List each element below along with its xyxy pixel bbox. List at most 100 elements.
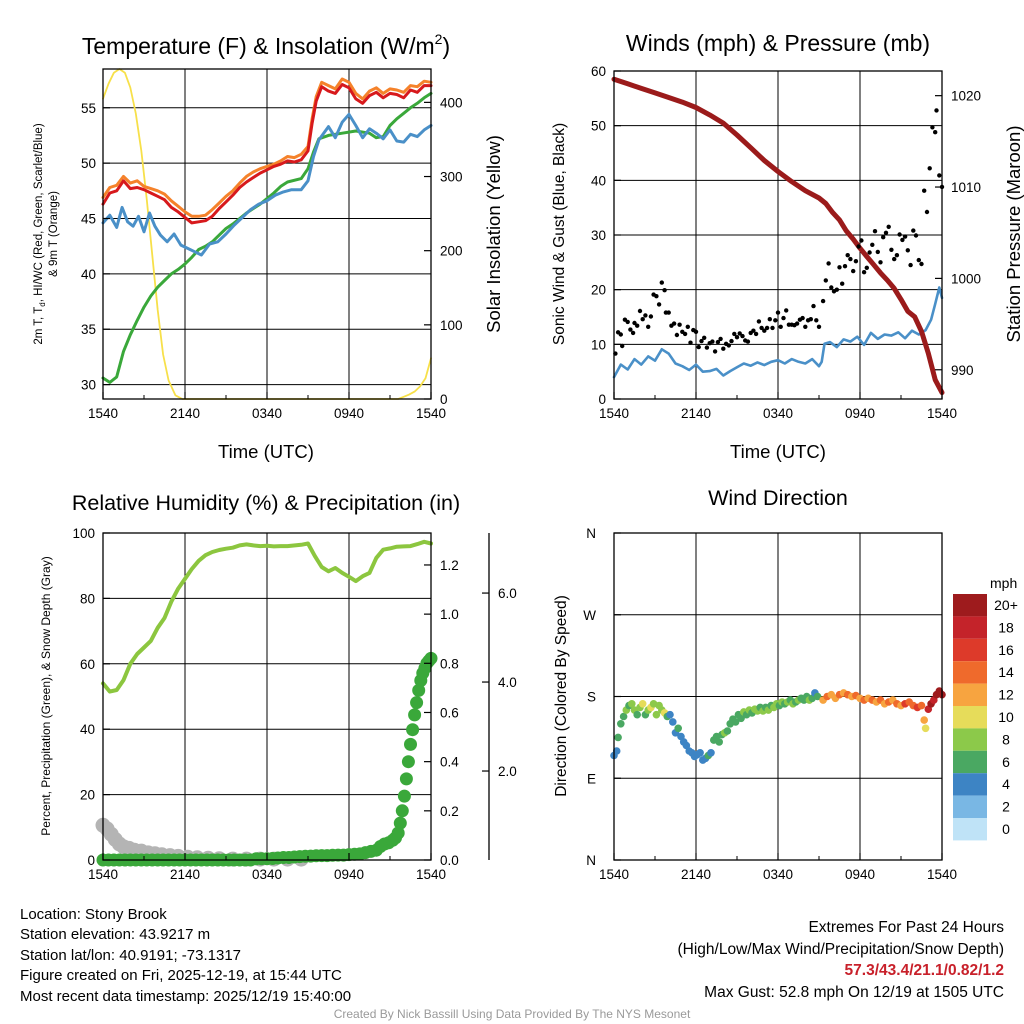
gust-point xyxy=(656,302,662,307)
gust-point xyxy=(654,294,659,299)
direction-xtick-label: 2140 xyxy=(681,867,711,882)
gust-point xyxy=(829,285,834,290)
pressure-ytick-label: 990 xyxy=(951,363,974,378)
gust-point xyxy=(764,325,770,331)
humidity-xtick-label: 0340 xyxy=(252,867,282,882)
gust-point xyxy=(781,315,786,321)
humidity-ytick-label: 40 xyxy=(80,722,95,737)
snow-depth-ytick-label: 4.0 xyxy=(498,675,517,690)
precipitation-point xyxy=(408,708,422,722)
humidity-xtick-label: 0940 xyxy=(334,867,364,882)
gust-point xyxy=(808,317,813,322)
gust-point xyxy=(927,166,932,171)
direction-point xyxy=(666,710,674,719)
gust-point xyxy=(770,325,775,331)
gust-point xyxy=(933,130,938,135)
direction-point xyxy=(813,692,822,701)
humidity-title: Relative Humidity (%) & Precipitation (i… xyxy=(72,491,460,515)
colorbar-label: 0 xyxy=(1002,821,1010,837)
temperature-xtick-label: 0940 xyxy=(334,406,364,421)
gust-point xyxy=(859,238,864,243)
temperature-xtick-label: 1540 xyxy=(88,406,118,421)
precip-ytick-label: 0.0 xyxy=(440,853,459,868)
wind-panel: Winds (mph) & Pressure (mb) 1540 2140 0340… xyxy=(551,30,1024,462)
wind-ytick-label: 0 xyxy=(598,392,606,407)
gust-point xyxy=(671,321,677,326)
direction-point xyxy=(619,712,628,721)
temperature-ytick-label: 35 xyxy=(81,322,96,337)
temperature-ytick-label: 45 xyxy=(81,211,96,226)
gust-point xyxy=(632,320,637,326)
solar-insolation-line xyxy=(102,68,432,400)
humidity-ytick-label: 0 xyxy=(87,853,95,868)
gust-point xyxy=(937,173,942,178)
gust-point xyxy=(702,335,707,340)
colorbar-swatch xyxy=(953,750,987,774)
gust-point xyxy=(820,298,826,304)
direction-point xyxy=(638,700,647,708)
sonic-wind-line xyxy=(612,286,944,379)
humidity-ytick-label: 80 xyxy=(80,591,95,606)
snow-depth-ytick-label: 6.0 xyxy=(498,586,517,601)
temperature-ytick-label: 55 xyxy=(81,101,96,116)
colorbar-swatch xyxy=(953,795,987,818)
gust-point xyxy=(845,253,850,258)
temperature-grid xyxy=(103,69,431,399)
gust-point xyxy=(851,268,856,274)
gust-point xyxy=(870,242,875,247)
precipitation-point xyxy=(399,772,413,786)
gust-point xyxy=(800,315,805,321)
station-pressure-line xyxy=(611,76,945,396)
station-latlon: Station lat/lon: 40.9191; -73.1317 xyxy=(20,946,242,964)
2m-temperature-line xyxy=(101,83,433,225)
direction-ytick-label: E xyxy=(587,771,596,786)
precip-ytick-label: 0.4 xyxy=(440,755,459,770)
precipitation-point xyxy=(397,789,411,803)
insolation-ytick-label: 400 xyxy=(440,95,463,110)
colorbar-label: 16 xyxy=(998,642,1014,658)
gust-point xyxy=(699,338,704,344)
gust-point xyxy=(737,331,742,336)
direction-xtick-label: 0940 xyxy=(845,867,875,882)
gust-point xyxy=(924,209,930,215)
humidity-panel: Relative Humidity (%) & Precipitation (i… xyxy=(39,491,517,882)
gust-point xyxy=(618,332,623,337)
wind-grid xyxy=(614,71,942,399)
precip-ytick-label: 1.0 xyxy=(440,607,459,622)
gust-point xyxy=(872,229,878,234)
gust-point xyxy=(867,250,872,255)
precip-ytick-label: 0.2 xyxy=(440,804,459,819)
gust-point xyxy=(794,321,800,326)
wind-ytick-label: 10 xyxy=(591,337,606,352)
colorbar-swatch xyxy=(953,683,987,706)
gust-point xyxy=(878,260,883,265)
direction-point xyxy=(723,727,732,735)
direction-point xyxy=(614,733,622,742)
gust-point xyxy=(778,324,783,329)
humidity-ytick-label: 60 xyxy=(80,657,95,672)
gust-point xyxy=(630,330,636,336)
direction-ylabel: Direction (Colored By Speed) xyxy=(553,595,570,797)
direction-grid xyxy=(614,533,942,860)
speed-colorbar: mph 20+ 18 16 14 12 10 8 6 4 2 0 xyxy=(953,575,1018,841)
direction-point xyxy=(612,747,621,755)
gust-point xyxy=(628,327,633,332)
gust-point xyxy=(682,331,688,337)
direction-point xyxy=(669,718,677,726)
wind-xtick-label: 1540 xyxy=(599,406,629,421)
direction-point xyxy=(617,720,625,728)
gust-point xyxy=(625,319,630,325)
temperature-ylabel-line1: 2m T, Td, HI/WC (Red, Green, Scarlet/Blu… xyxy=(33,123,47,344)
humidity-grid xyxy=(103,533,431,860)
gust-point xyxy=(881,235,886,240)
gust-point xyxy=(823,278,828,283)
humidity-xtick-label: 2140 xyxy=(170,867,200,882)
wind-ytick-label: 60 xyxy=(591,64,606,79)
gust-point xyxy=(848,256,853,262)
gust-point xyxy=(922,188,927,193)
wind-series xyxy=(611,76,945,396)
temperature-panel: Temperature (F) & Insolation (W/m2) 1540… xyxy=(33,31,504,462)
direction-point xyxy=(920,716,928,724)
gust-point xyxy=(934,108,939,113)
heat-index-wind-chill-line xyxy=(101,112,433,257)
